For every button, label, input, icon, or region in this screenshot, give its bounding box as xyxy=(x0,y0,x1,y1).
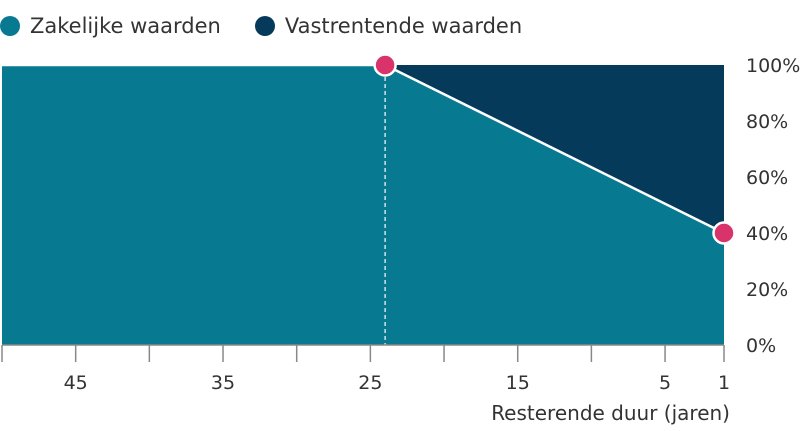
y-tick-label: 60% xyxy=(746,167,788,189)
area-vastrentende-waarden xyxy=(2,65,724,233)
legend-label: Vastrentende waarden xyxy=(284,14,523,38)
y-tick-label: 0% xyxy=(746,335,776,357)
legend-label: Zakelijke waarden xyxy=(30,14,221,38)
legend: Zakelijke waarden Vastrentende waarden xyxy=(0,14,556,38)
data-point-marker xyxy=(373,53,397,77)
legend-swatch-zakelijke xyxy=(0,16,20,36)
x-tick-label: 1 xyxy=(718,372,730,394)
x-tick-label: 25 xyxy=(358,372,382,394)
x-tick-label: 35 xyxy=(211,372,235,394)
legend-swatch-vastrentende xyxy=(254,16,275,36)
y-tick-label: 100% xyxy=(746,55,800,77)
x-tick-label: 45 xyxy=(64,372,88,394)
y-tick-label: 40% xyxy=(746,223,788,245)
y-tick-label: 20% xyxy=(746,279,788,301)
area-zakelijke-waarden xyxy=(2,65,724,345)
legend-item-vastrentende-waarden: Vastrentende waarden xyxy=(254,14,523,38)
legend-item-zakelijke-waarden: Zakelijke waarden xyxy=(0,14,221,38)
x-tick-label: 5 xyxy=(659,372,671,394)
x-axis-title: Resterende duur (jaren) xyxy=(491,401,730,425)
x-tick-label: 15 xyxy=(506,372,530,394)
y-tick-label: 80% xyxy=(746,111,788,133)
data-point-marker xyxy=(712,221,736,245)
